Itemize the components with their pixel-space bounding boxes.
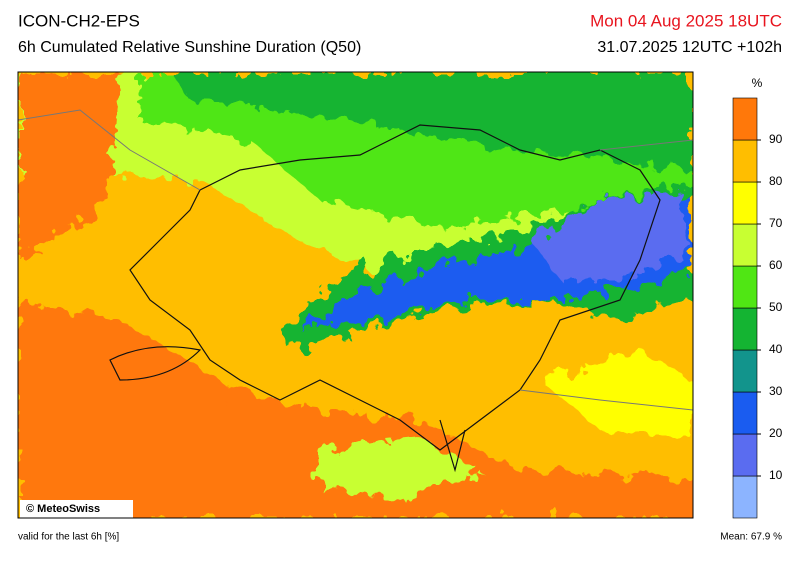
product-title: 6h Cumulated Relative Sunshine Duration … (18, 39, 361, 56)
footer-note: valid for the last 6h [%] (18, 532, 119, 543)
colorbar-tick-label: 50 (769, 300, 783, 314)
colorbar-tick-label: 30 (769, 384, 783, 398)
colorbar-tick-label: 80 (769, 174, 783, 188)
colorbar-tick-label: 20 (769, 426, 783, 440)
colorbar-segment (732, 223, 758, 267)
colorbar-tick-label: 70 (769, 216, 783, 230)
colorbar-segment (732, 349, 758, 393)
colorbar-tick-label: 10 (769, 468, 783, 482)
map: © MeteoSwiss (18, 72, 693, 518)
run-time: 31.07.2025 12UTC +102h (597, 39, 782, 56)
map-frame (17, 71, 694, 519)
colorbar-segment (732, 433, 758, 477)
colorbar-segment (732, 475, 758, 519)
model-name: ICON-CH2-EPS (18, 11, 140, 30)
colorbar-segment (732, 97, 758, 141)
colorbar-segment (732, 181, 758, 225)
colorbar: 10 20 30 40 50 60 70 80 90 (732, 97, 783, 519)
colorbar-segment (732, 391, 758, 435)
colorbar-tick-label: 90 (769, 132, 783, 146)
copyright: © MeteoSwiss (26, 503, 100, 515)
colorbar-segment (732, 139, 758, 183)
colorbar-segment (732, 265, 758, 309)
mean-value: Mean: 67.9 % (720, 532, 782, 543)
colorbar-tick-label: 40 (769, 342, 783, 356)
colorbar-segment (732, 307, 758, 351)
colorbar-unit: % (752, 76, 763, 90)
colorbar-tick-label: 60 (769, 258, 783, 272)
valid-time: Mon 04 Aug 2025 18UTC (590, 11, 782, 30)
